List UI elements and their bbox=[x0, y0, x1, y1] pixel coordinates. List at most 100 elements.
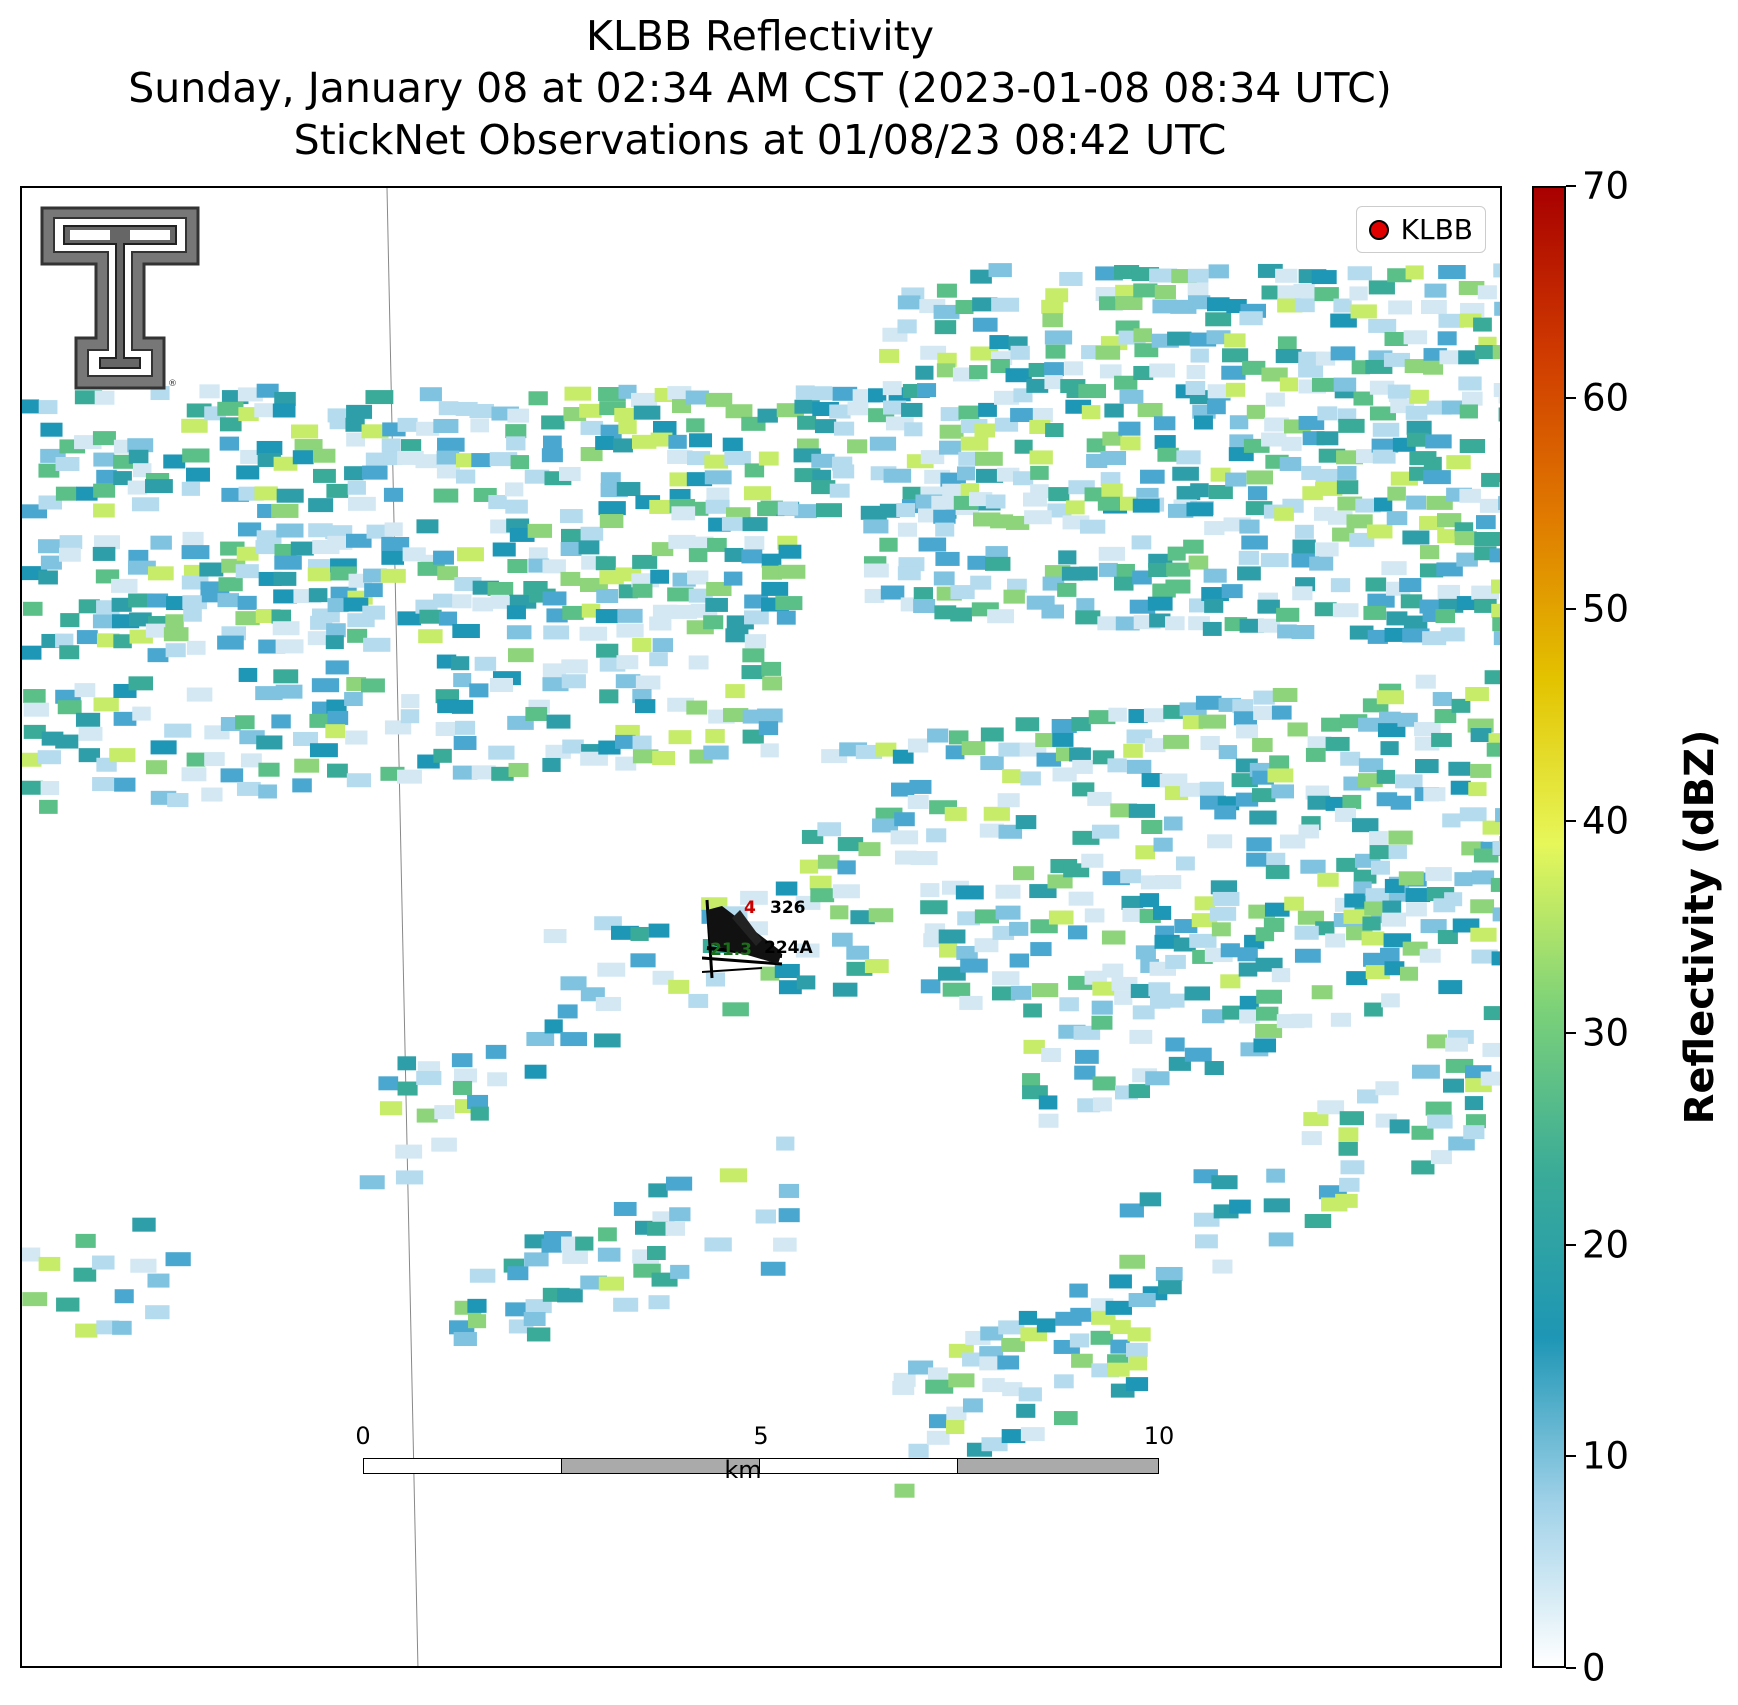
reflectivity-cell bbox=[1069, 1333, 1090, 1348]
reflectivity-cell bbox=[724, 547, 744, 562]
reflectivity-cell bbox=[1052, 732, 1074, 747]
reflectivity-cell bbox=[273, 571, 297, 586]
reflectivity-cell bbox=[557, 1004, 578, 1019]
reflectivity-cell bbox=[948, 1373, 975, 1388]
reflectivity-cell bbox=[1292, 539, 1316, 554]
map-legend[interactable]: KLBB bbox=[1355, 206, 1486, 253]
reflectivity-cell bbox=[969, 365, 988, 380]
reflectivity-cell bbox=[1277, 336, 1297, 351]
reflectivity-cell bbox=[1499, 437, 1500, 452]
reflectivity-cell bbox=[1100, 472, 1121, 487]
reflectivity-cell bbox=[1440, 627, 1465, 642]
reflectivity-cell bbox=[632, 554, 658, 569]
reflectivity-cell bbox=[1246, 470, 1274, 485]
reflectivity-cell bbox=[688, 655, 709, 670]
reflectivity-cell bbox=[1325, 933, 1346, 948]
reflectivity-cell bbox=[22, 752, 42, 767]
reflectivity-cell bbox=[847, 401, 869, 416]
reflectivity-cell bbox=[147, 593, 169, 608]
reflectivity-cell bbox=[1438, 980, 1463, 995]
reflectivity-cell bbox=[1402, 530, 1430, 545]
reflectivity-cell bbox=[1018, 1387, 1042, 1402]
reflectivity-cell bbox=[400, 439, 422, 454]
reflectivity-cell bbox=[1412, 1064, 1440, 1079]
reflectivity-cell bbox=[809, 875, 832, 890]
reflectivity-cell bbox=[687, 570, 709, 585]
reflectivity-cell bbox=[1264, 417, 1289, 432]
reflectivity-cell bbox=[579, 626, 608, 641]
reflectivity-cell bbox=[1423, 456, 1442, 471]
reflectivity-cell bbox=[939, 943, 958, 958]
reflectivity-cell bbox=[858, 842, 881, 857]
reflectivity-cell bbox=[1068, 891, 1094, 906]
reflectivity-cell bbox=[1128, 708, 1148, 723]
reflectivity-cell bbox=[559, 466, 581, 481]
reflectivity-cell bbox=[1007, 578, 1027, 593]
reflectivity-cell bbox=[468, 1314, 487, 1329]
reflectivity-cell bbox=[235, 611, 260, 626]
reflectivity-cell bbox=[814, 419, 837, 434]
radar-map-panel[interactable]: ® KLBB 4 326 21.3 224A bbox=[20, 186, 1502, 1668]
reflectivity-cell bbox=[1384, 961, 1405, 976]
reflectivity-cell bbox=[630, 953, 656, 968]
reflectivity-cell bbox=[1358, 758, 1384, 773]
reflectivity-cell bbox=[345, 417, 365, 432]
reflectivity-cell bbox=[93, 697, 119, 712]
reflectivity-cell bbox=[1294, 925, 1319, 940]
reflectivity-cell bbox=[597, 1247, 621, 1262]
reflectivity-cell bbox=[1246, 404, 1266, 419]
reflectivity-cell bbox=[668, 979, 690, 994]
reflectivity-cell bbox=[755, 1209, 777, 1224]
reflectivity-cell bbox=[1253, 1038, 1277, 1053]
reflectivity-cell bbox=[1305, 747, 1326, 762]
reflectivity-cell bbox=[1084, 908, 1105, 923]
reflectivity-cell bbox=[132, 1217, 156, 1232]
reflectivity-cell bbox=[761, 553, 782, 568]
reflectivity-cell bbox=[630, 926, 649, 941]
reflectivity-cell bbox=[524, 469, 550, 484]
reflectivity-cell bbox=[1233, 711, 1257, 726]
reflectivity-cell bbox=[490, 594, 510, 609]
reflectivity-cell bbox=[1261, 432, 1287, 447]
reflectivity-cell bbox=[1437, 930, 1458, 945]
reflectivity-cell bbox=[1374, 497, 1393, 512]
reflectivity-cell bbox=[761, 661, 782, 676]
reflectivity-cell bbox=[981, 1437, 1008, 1452]
reflectivity-cell bbox=[925, 1379, 954, 1394]
reflectivity-cell bbox=[1333, 298, 1352, 313]
reflectivity-cell bbox=[505, 424, 527, 439]
reflectivity-cell bbox=[1232, 699, 1254, 714]
reflectivity-cell bbox=[1119, 389, 1144, 404]
reflectivity-cell bbox=[956, 945, 978, 960]
reflectivity-cell bbox=[978, 402, 997, 417]
colorbar-tick-label: 0 bbox=[1582, 1646, 1606, 1690]
reflectivity-cell bbox=[92, 1255, 115, 1270]
reflectivity-cell bbox=[1358, 717, 1383, 732]
reflectivity-cell bbox=[1221, 365, 1246, 380]
reflectivity-cell bbox=[1437, 529, 1459, 544]
reflectivity-cell bbox=[997, 1355, 1020, 1370]
reflectivity-cell bbox=[362, 605, 385, 620]
reflectivity-cell bbox=[1498, 407, 1500, 422]
reflectivity-cell bbox=[312, 468, 336, 483]
reflectivity-cell bbox=[1238, 550, 1259, 565]
reflectivity-cell bbox=[868, 388, 887, 403]
reflectivity-cell bbox=[254, 403, 273, 418]
reflectivity-cell bbox=[650, 432, 673, 447]
reflectivity-cell bbox=[920, 450, 945, 465]
reflectivity-cell bbox=[910, 851, 938, 866]
reflectivity-cell bbox=[1198, 714, 1227, 729]
reflectivity-cell bbox=[1045, 423, 1064, 438]
reflectivity-cell bbox=[528, 547, 548, 562]
reflectivity-cell bbox=[346, 432, 365, 447]
reflectivity-cell bbox=[1110, 1320, 1131, 1335]
reflectivity-cell bbox=[1281, 436, 1302, 451]
reflectivity-cell bbox=[38, 463, 60, 478]
reflectivity-cell bbox=[594, 1033, 621, 1048]
reflectivity-cell bbox=[1486, 742, 1500, 757]
reflectivity-cell bbox=[1208, 264, 1229, 279]
reflectivity-cell bbox=[1479, 498, 1500, 513]
reflectivity-cell bbox=[524, 1252, 549, 1267]
reflectivity-cell bbox=[1304, 1214, 1332, 1229]
reflectivity-cell bbox=[944, 806, 967, 821]
